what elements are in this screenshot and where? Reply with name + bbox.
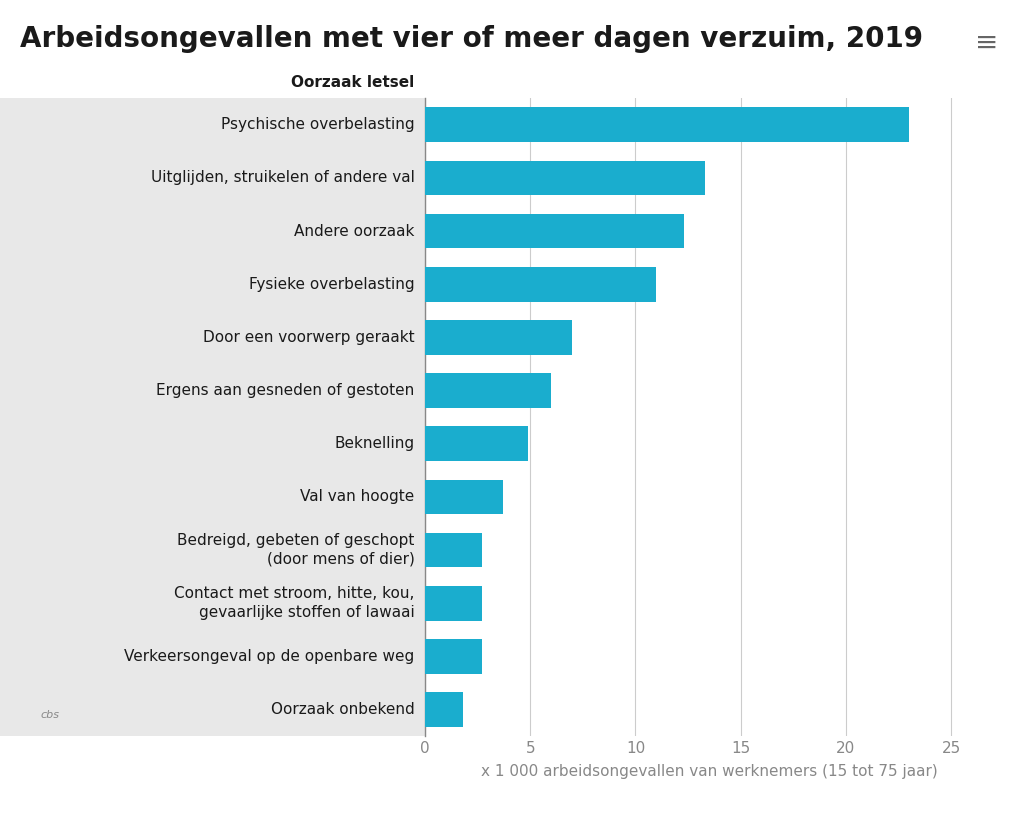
- Bar: [425, 373, 551, 408]
- Bar: [425, 639, 481, 674]
- Bar: [425, 479, 503, 515]
- Bar: [425, 586, 481, 621]
- Bar: [425, 533, 481, 568]
- Text: ≡: ≡: [975, 29, 998, 56]
- Text: Uitglijden, struikelen of andere val: Uitglijden, struikelen of andere val: [151, 170, 415, 186]
- Text: Fysieke overbelasting: Fysieke overbelasting: [249, 276, 415, 292]
- Text: Oorzaak onbekend: Oorzaak onbekend: [271, 702, 415, 717]
- X-axis label: x 1 000 arbeidsongevallen van werknemers (15 tot 75 jaar): x 1 000 arbeidsongevallen van werknemers…: [480, 764, 938, 780]
- Bar: [425, 692, 463, 727]
- Bar: [425, 320, 572, 355]
- Bar: [425, 160, 705, 196]
- Text: Beknelling: Beknelling: [335, 436, 415, 452]
- Text: Andere oorzaak: Andere oorzaak: [294, 223, 415, 239]
- Text: Bedreigd, gebeten of geschopt
(door mens of dier): Bedreigd, gebeten of geschopt (door mens…: [177, 533, 415, 567]
- Text: cbs: cbs: [41, 710, 60, 720]
- Bar: [425, 107, 909, 142]
- Text: Oorzaak letsel: Oorzaak letsel: [292, 75, 415, 90]
- Text: Ergens aan gesneden of gestoten: Ergens aan gesneden of gestoten: [157, 383, 415, 398]
- Text: Door een voorwerp geraakt: Door een voorwerp geraakt: [203, 330, 415, 345]
- Text: Arbeidsongevallen met vier of meer dagen verzuim, 2019: Arbeidsongevallen met vier of meer dagen…: [20, 25, 924, 52]
- Text: Val van hoogte: Val van hoogte: [300, 489, 415, 505]
- Bar: [425, 267, 656, 302]
- Bar: [425, 213, 684, 249]
- Text: Psychische overbelasting: Psychische overbelasting: [221, 117, 415, 133]
- Text: Contact met stroom, hitte, kou,
gevaarlijke stoffen of lawaai: Contact met stroom, hitte, kou, gevaarli…: [174, 587, 415, 620]
- Text: Verkeersongeval op de openbare weg: Verkeersongeval op de openbare weg: [125, 649, 415, 664]
- Bar: [425, 426, 528, 461]
